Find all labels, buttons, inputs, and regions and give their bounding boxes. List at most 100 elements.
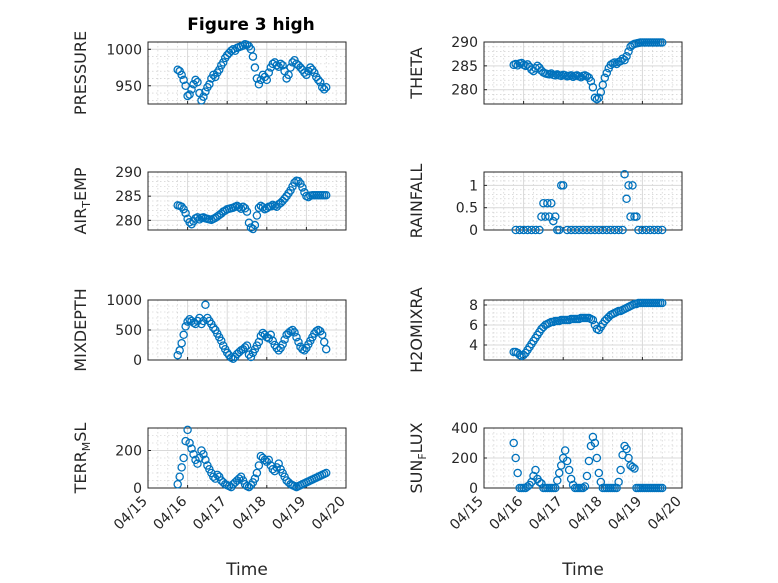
- data-point: [260, 455, 270, 465]
- data-point: [300, 346, 309, 355]
- data-point: [242, 207, 252, 216]
- y-tick-label: 0: [133, 353, 142, 369]
- data-point: [300, 68, 309, 77]
- y-tick-label: 280: [115, 213, 142, 229]
- data-point: [646, 225, 655, 235]
- data-point: [173, 350, 182, 360]
- data-point: [314, 75, 323, 85]
- data-point: [580, 482, 590, 491]
- data-point: [286, 326, 295, 336]
- x-tick-label: 04/18: [566, 494, 606, 534]
- data-point: [177, 70, 186, 80]
- y-tick-label: 200: [115, 444, 142, 460]
- data-point: [628, 462, 637, 472]
- data-point: [254, 203, 264, 213]
- data-point: [248, 52, 258, 61]
- data-point: [588, 432, 598, 442]
- subplot-7: 0 200 04/15 04/16 04/17 04/18 04/19 04/20 Time TE…: [71, 423, 349, 580]
- x-tick-label: 04/18: [230, 494, 270, 534]
- y-axis-label: H2OMIXRA: [407, 287, 426, 373]
- data-point: [179, 75, 188, 85]
- data-point: [590, 438, 600, 448]
- data-point: [527, 65, 536, 74]
- figure-title: Figure 3 high: [187, 15, 315, 35]
- data-point: [183, 425, 192, 435]
- data-point: [185, 218, 194, 227]
- data-point: [600, 73, 610, 83]
- data-point: [183, 91, 192, 101]
- data-point: [570, 225, 580, 235]
- y-tick-label: 280: [451, 83, 478, 99]
- data-point: [543, 198, 552, 208]
- y-axis-label: TERRMSL: [71, 423, 93, 495]
- data-point: [582, 225, 592, 235]
- data-point: [539, 198, 548, 208]
- x-tick-label: 04/17: [526, 494, 566, 534]
- data-point: [181, 81, 190, 91]
- data-point: [638, 225, 647, 235]
- data-point: [513, 468, 522, 478]
- data-point: [252, 74, 262, 83]
- data-point: [594, 225, 604, 235]
- data-point: [276, 59, 285, 69]
- data-point: [240, 343, 250, 352]
- data-point: [628, 181, 637, 190]
- data-point: [181, 208, 190, 218]
- data-point: [531, 225, 540, 235]
- data-point: [272, 343, 281, 353]
- data-point: [250, 474, 260, 483]
- data-point: [234, 474, 244, 483]
- data-point: [620, 169, 629, 179]
- data-point: [578, 483, 588, 493]
- y-tick-label: 1: [469, 178, 478, 194]
- data-point: [574, 225, 584, 235]
- data-point: [290, 178, 299, 187]
- data-point: [598, 225, 608, 235]
- data-point: [622, 52, 631, 61]
- y-tick-label: 1000: [106, 42, 142, 58]
- data-point: [610, 225, 619, 235]
- data-point: [252, 468, 262, 478]
- data-point: [515, 225, 524, 235]
- data-point: [549, 216, 558, 226]
- data-point: [653, 225, 663, 235]
- data-point: [511, 453, 520, 463]
- data-point: [215, 65, 224, 74]
- axes-box: [147, 171, 347, 231]
- data-point: [254, 80, 264, 89]
- y-tick-label: 285: [115, 189, 142, 205]
- data-point: [187, 444, 196, 453]
- data-point: [321, 344, 331, 354]
- data-point: [618, 225, 627, 235]
- subplot-6: 4 6 8 H2OMIXRA: [407, 287, 683, 373]
- data-point: [189, 449, 198, 459]
- x-tick-label: 04/20: [309, 494, 349, 534]
- data-point: [616, 56, 625, 66]
- y-tick-label: 0: [469, 481, 478, 497]
- data-point: [535, 225, 544, 235]
- axes-box: [483, 41, 683, 105]
- data-point: [521, 61, 530, 71]
- subplot-2: 280 285 290 THETA: [407, 35, 683, 105]
- data-point: [511, 225, 520, 235]
- data-point: [602, 68, 612, 78]
- data-point: [566, 474, 576, 484]
- data-point: [177, 202, 186, 212]
- data-point: [274, 346, 283, 355]
- axes-box: [483, 299, 683, 361]
- data-point: [606, 225, 615, 235]
- data-point: [594, 93, 604, 103]
- data-point: [201, 300, 210, 310]
- data-point: [312, 326, 321, 336]
- data-point: [317, 82, 327, 92]
- y-axis-label: AIRTEMP: [71, 167, 93, 234]
- data-point: [268, 336, 277, 346]
- data-point: [205, 80, 214, 89]
- y-tick-label: 285: [451, 59, 478, 75]
- data-point: [562, 456, 572, 466]
- data-point: [624, 181, 633, 190]
- data-point: [181, 436, 190, 446]
- y-tick-label: 0.5: [456, 201, 478, 217]
